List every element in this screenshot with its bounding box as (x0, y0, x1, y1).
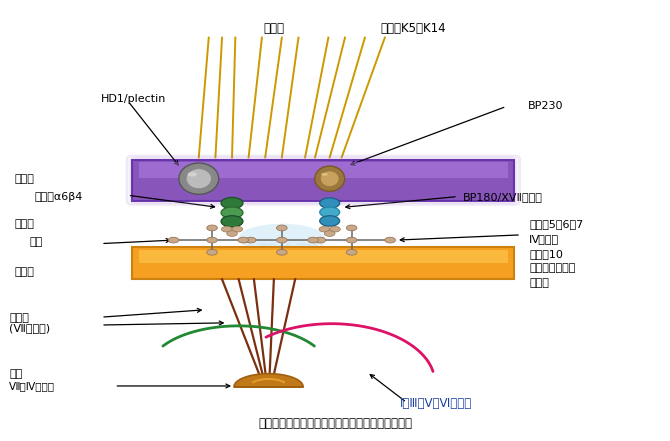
Ellipse shape (238, 237, 249, 243)
Ellipse shape (320, 216, 340, 226)
Ellipse shape (277, 250, 287, 255)
Text: 锚斑: 锚斑 (9, 369, 23, 379)
Text: 半桥粒: 半桥粒 (15, 174, 35, 184)
Ellipse shape (320, 198, 340, 208)
Ellipse shape (226, 231, 237, 236)
Ellipse shape (207, 225, 217, 231)
Ellipse shape (319, 226, 330, 232)
Ellipse shape (221, 198, 243, 209)
Ellipse shape (315, 237, 326, 243)
Text: 细胞内: 细胞内 (263, 22, 284, 35)
Text: I、Ⅲ、V、Ⅵ型胶原: I、Ⅲ、V、Ⅵ型胶原 (400, 397, 472, 410)
Text: 巢蛋白: 巢蛋白 (529, 278, 549, 288)
Ellipse shape (346, 225, 357, 231)
Bar (139, 162, 508, 178)
Text: 角蛋白K5、K14: 角蛋白K5、K14 (381, 22, 446, 35)
Bar (133, 160, 515, 201)
Text: HD1/plectin: HD1/plectin (101, 94, 166, 105)
Ellipse shape (324, 231, 335, 236)
Ellipse shape (221, 226, 232, 232)
Ellipse shape (277, 225, 287, 231)
Text: 锚纤维: 锚纤维 (9, 313, 29, 323)
Ellipse shape (188, 172, 197, 176)
Ellipse shape (385, 237, 395, 243)
Ellipse shape (186, 168, 212, 189)
Ellipse shape (330, 226, 340, 232)
Polygon shape (234, 374, 303, 387)
Ellipse shape (321, 173, 328, 176)
Ellipse shape (346, 250, 357, 255)
Text: 基底膜蛋白多糖: 基底膜蛋白多糖 (529, 263, 576, 273)
Text: 整合素α6β4: 整合素α6β4 (35, 191, 83, 202)
Text: BP180/XVⅡ型胶原: BP180/XVⅡ型胶原 (462, 191, 543, 202)
Text: Ⅳ型胶原: Ⅳ型胶原 (529, 234, 559, 244)
Bar (133, 247, 515, 279)
Text: TSU.TW: TSU.TW (259, 243, 325, 258)
Ellipse shape (168, 237, 179, 243)
Ellipse shape (320, 171, 339, 187)
Ellipse shape (179, 163, 218, 194)
Text: Ⅶ、Ⅳ型胶原: Ⅶ、Ⅳ型胶原 (9, 381, 56, 391)
Ellipse shape (277, 237, 287, 243)
Text: BP230: BP230 (528, 101, 563, 112)
Text: 板层素5、6、7: 板层素5、6、7 (529, 219, 584, 229)
Text: 锚丝: 锚丝 (29, 237, 43, 247)
Ellipse shape (207, 250, 217, 255)
Text: 透明板: 透明板 (15, 219, 35, 228)
Ellipse shape (207, 237, 217, 243)
Ellipse shape (239, 224, 325, 252)
Text: 板层素10: 板层素10 (529, 249, 563, 258)
Ellipse shape (221, 207, 243, 218)
Bar (139, 250, 508, 263)
Ellipse shape (221, 216, 243, 227)
Text: (Ⅶ型胶原): (Ⅶ型胶原) (9, 324, 50, 333)
Ellipse shape (232, 226, 243, 232)
Ellipse shape (245, 237, 256, 243)
Ellipse shape (320, 207, 340, 217)
Text: 半桥粒与基底膜带的主要超微结构特征及分子组成: 半桥粒与基底膜带的主要超微结构特征及分子组成 (258, 417, 412, 430)
Text: 致密板: 致密板 (15, 267, 35, 277)
Ellipse shape (346, 237, 357, 243)
Ellipse shape (315, 166, 344, 191)
Ellipse shape (308, 237, 318, 243)
